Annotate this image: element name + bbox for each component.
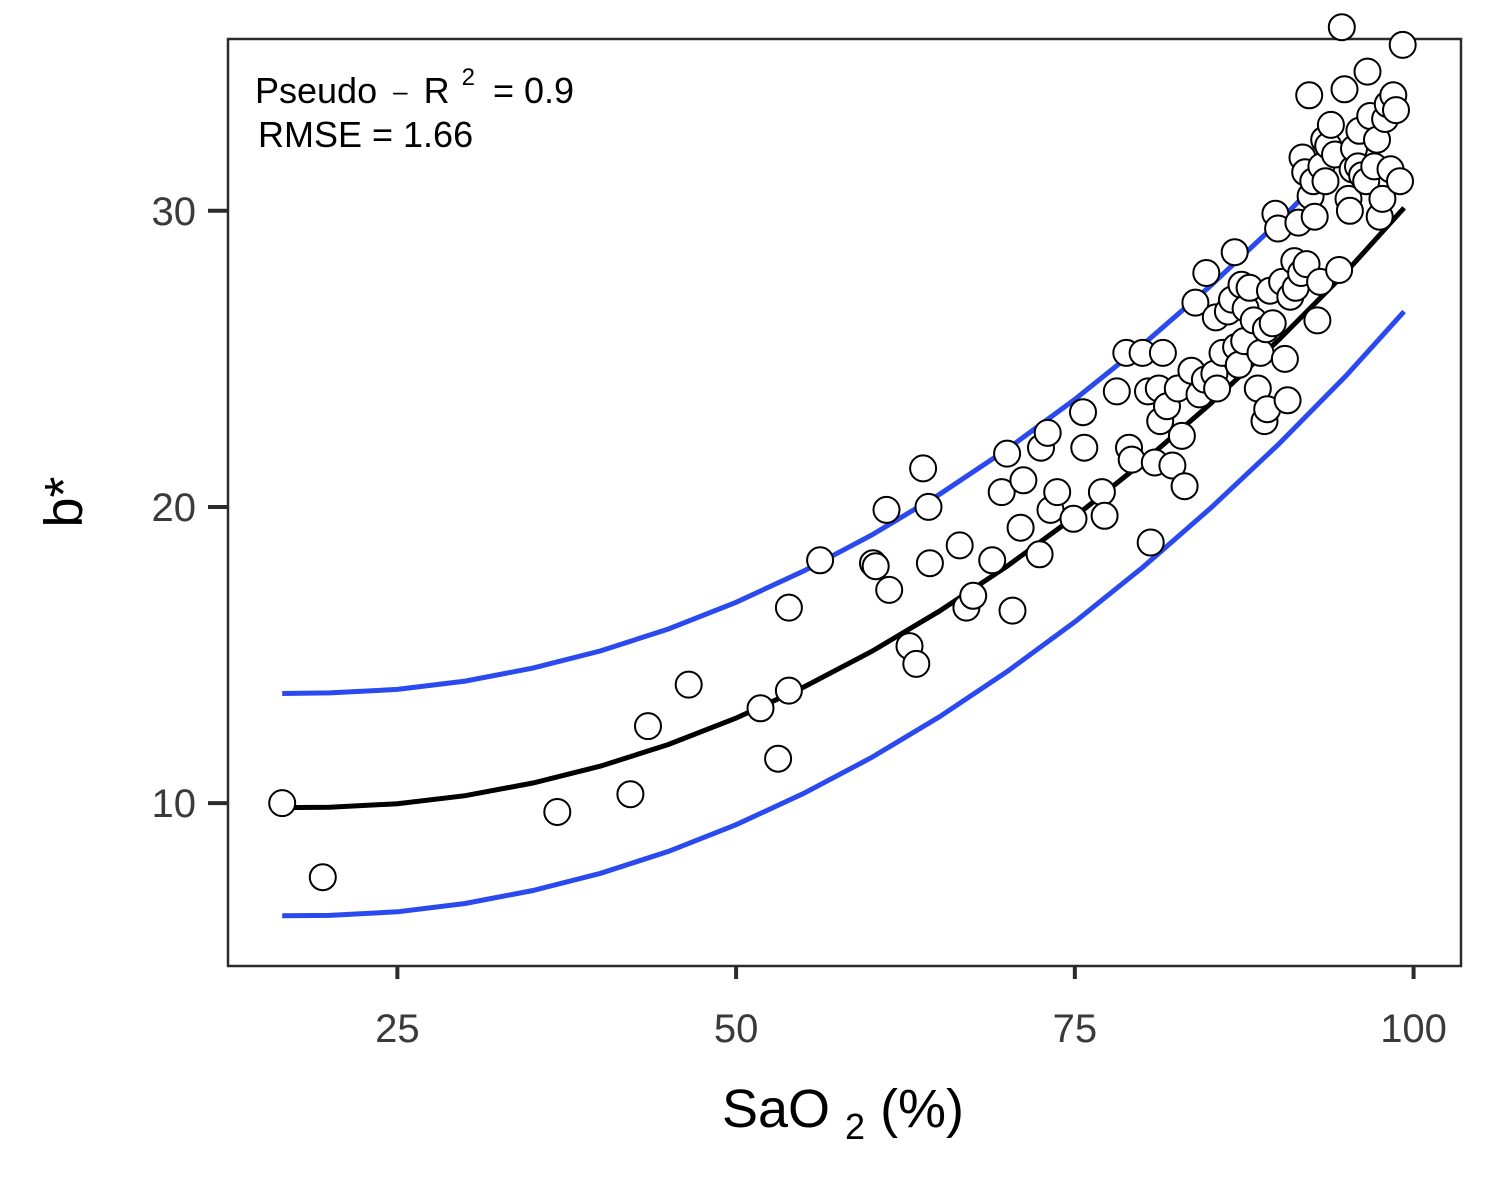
data-point (1303, 306, 1332, 335)
x-tick-label: 25 (375, 1007, 420, 1051)
data-point (1069, 398, 1097, 427)
data-point (746, 694, 775, 723)
data-point (1136, 528, 1165, 557)
data-point (1258, 309, 1287, 338)
x-axis-title: SaO 2 (%) (722, 1079, 964, 1151)
data-points (268, 13, 1417, 892)
data-point (1325, 256, 1354, 284)
data-point (1327, 13, 1356, 42)
data-point (1167, 421, 1196, 450)
annotation-r2: Pseudo – R 2 = 0.9 (255, 52, 574, 111)
data-point (1300, 202, 1329, 231)
data-point (1192, 259, 1221, 287)
y-axis-ticks: 10 20 30 (152, 190, 228, 826)
data-point (764, 744, 793, 773)
data-point (1368, 184, 1397, 213)
data-point (909, 454, 938, 483)
data-point (1090, 501, 1119, 530)
data-point (774, 593, 803, 622)
data-point (1043, 478, 1072, 507)
data-point (945, 531, 974, 560)
data-point (1335, 196, 1364, 225)
data-point (1295, 81, 1324, 110)
data-point (993, 439, 1022, 468)
data-point (616, 780, 645, 809)
data-point (1386, 167, 1414, 196)
annotation-rmse: RMSE = 1.66 (258, 114, 473, 155)
data-point (1246, 338, 1275, 367)
data-point (268, 789, 297, 818)
x-tick-label: 100 (1380, 1007, 1447, 1051)
data-point (959, 581, 988, 610)
data-point (1220, 238, 1249, 267)
y-tick-label: 30 (152, 190, 197, 234)
data-point (1087, 478, 1116, 507)
data-point (998, 596, 1027, 625)
data-point (1059, 504, 1088, 533)
data-point (806, 546, 835, 575)
data-point (1353, 57, 1382, 86)
data-point (1009, 466, 1038, 495)
data-point (1388, 30, 1417, 59)
data-point (1382, 96, 1410, 125)
data-point (1270, 344, 1299, 373)
data-point (1025, 540, 1054, 569)
y-tick-label: 10 (152, 782, 197, 826)
x-axis-ticks: 25 50 75 100 (375, 966, 1447, 1051)
data-point (1273, 386, 1302, 415)
lower-prediction-line (282, 309, 1406, 919)
data-point (1316, 110, 1345, 139)
x-tick-label: 50 (714, 1007, 759, 1051)
data-point (543, 798, 572, 826)
data-point (1203, 374, 1232, 403)
data-point (1102, 377, 1131, 406)
x-tick-label: 75 (1053, 1007, 1098, 1051)
upper-prediction-line (282, 87, 1406, 696)
data-point (308, 863, 337, 892)
data-point (634, 712, 662, 741)
data-point (1033, 418, 1062, 447)
data-point (1158, 451, 1187, 480)
data-point (674, 670, 703, 699)
data-point (1148, 338, 1177, 367)
plot-panel (226, 37, 1463, 968)
data-point (902, 649, 931, 678)
data-point (915, 549, 944, 578)
data-point (1006, 513, 1035, 542)
data-point (774, 676, 803, 705)
data-point (861, 552, 890, 581)
data-point (987, 478, 1016, 507)
y-tick-label: 20 (152, 486, 197, 530)
y-axis-title: b* (34, 476, 94, 527)
data-point (914, 492, 943, 521)
data-point (1181, 288, 1210, 317)
data-point (1330, 75, 1359, 104)
data-point (1311, 167, 1340, 196)
data-point (875, 575, 904, 604)
data-point (1070, 433, 1099, 462)
data-point (872, 495, 901, 524)
data-point (1170, 472, 1199, 501)
data-point (978, 546, 1007, 575)
prediction-bands (282, 87, 1406, 919)
data-point (1117, 445, 1146, 474)
